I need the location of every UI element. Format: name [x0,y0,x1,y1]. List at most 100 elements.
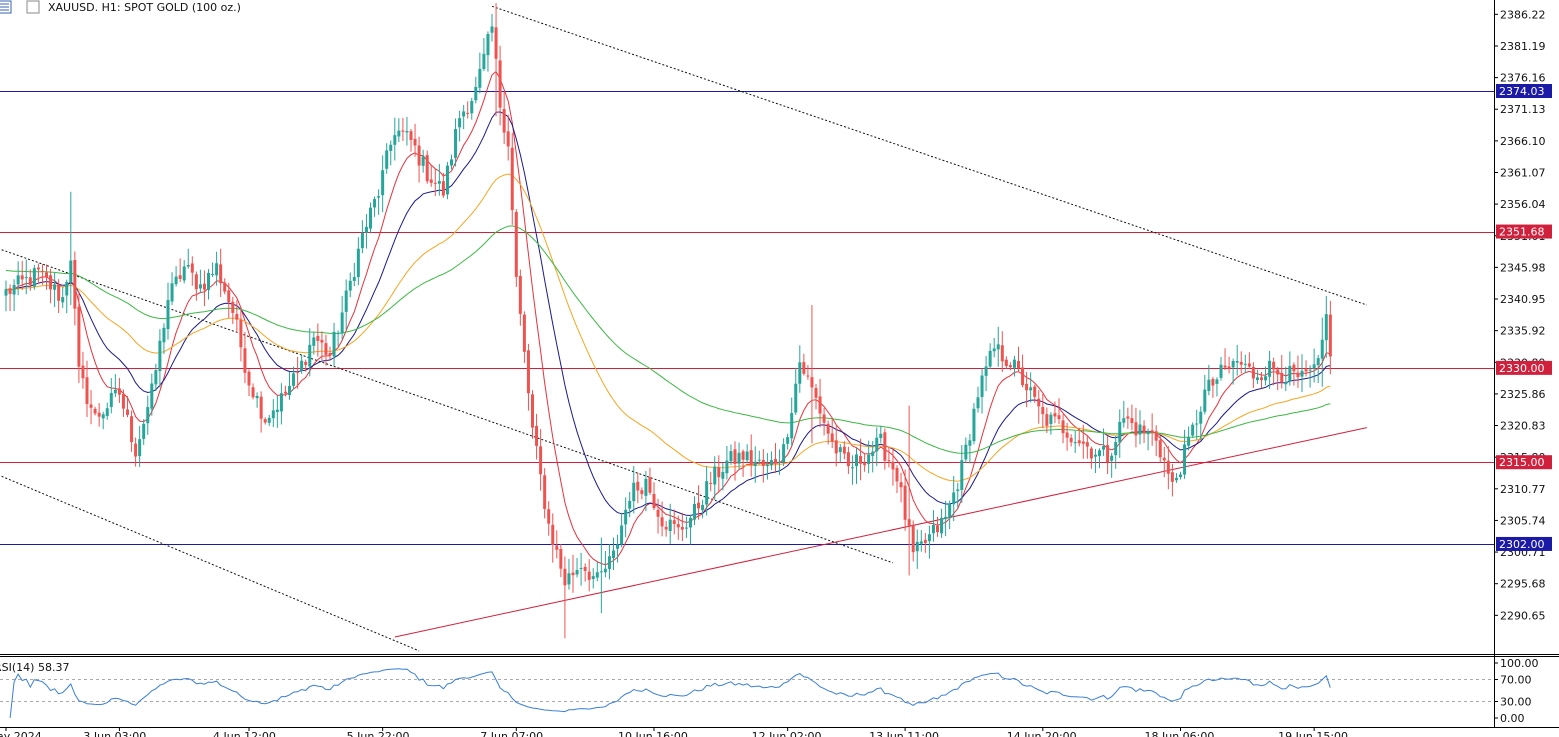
candle [421,149,425,173]
candle [676,515,680,540]
candle [243,331,247,384]
candle [1138,410,1142,445]
candle [595,562,599,582]
candle [656,498,660,534]
candle [992,338,996,358]
candle [85,360,89,418]
candle [952,475,956,522]
candle [697,485,701,520]
price-tick-label: 2371.13 [1500,103,1546,116]
candle [470,97,474,120]
candle [450,154,453,170]
svg-text:2351.68: 2351.68 [1499,226,1545,239]
candle [1243,354,1247,374]
candle [194,271,198,301]
candle [895,465,899,494]
candle [903,469,907,531]
candle [490,13,494,42]
price-tick-label: 2295.68 [1500,578,1546,591]
candle [174,266,178,287]
candle [1195,409,1199,440]
candle [693,496,696,525]
candle [1268,350,1272,389]
candle [312,332,316,355]
candle [547,501,551,536]
candle [36,263,40,285]
candle [32,264,36,290]
candle [891,448,895,486]
candle [587,559,591,592]
moving-average-9 [5,70,1331,566]
candle [1304,360,1308,377]
candle [863,454,867,472]
trend-line-3[interactable] [394,427,1367,638]
candle [818,378,822,428]
candle [24,259,28,295]
time-tick-label: 12 Jun 02:00 [752,730,822,737]
candle [1081,424,1085,459]
candle [45,264,48,290]
rsi-tick-label: 0.00 [1500,712,1525,725]
candle [162,323,166,354]
candle [328,346,332,360]
candle [749,434,753,477]
candle [1065,422,1069,451]
candle [769,451,773,471]
candle [717,455,721,492]
candle [980,368,984,414]
candle [1126,407,1130,429]
candle [1077,427,1081,447]
candle [121,389,125,418]
candle [409,128,413,152]
candle [709,471,713,492]
rsi-pane[interactable]: RSI(14) 58.37 [0,661,1494,719]
header-text: XAUUSD. H1: SPOT GOLD (100 oz.) [48,1,241,14]
candle [207,269,210,300]
candle [672,509,676,535]
candle [867,440,871,474]
candle [352,262,356,287]
trend-line-2[interactable] [0,475,420,652]
moving-average-21 [5,111,1331,517]
candle [774,443,777,473]
candle [923,533,927,553]
time-tick-label: 7 Jun 07:00 [480,730,543,737]
candle [510,133,514,225]
candle [741,449,745,477]
candle [101,411,105,430]
candle [1260,372,1263,389]
main-pane[interactable] [0,3,1494,652]
candle [1199,406,1203,441]
moving-average-100 [5,225,1331,454]
price-tick-label: 2320.83 [1500,420,1546,433]
candle [1130,404,1134,430]
candle [40,264,44,285]
candle [518,269,522,326]
candle [316,323,320,357]
candle [794,367,798,415]
time-tick-label: 4 Jun 12:00 [213,730,276,737]
candle [1183,429,1187,479]
candle [526,343,530,411]
candle [761,449,765,483]
candle [1174,472,1178,483]
candle [522,311,526,364]
candle [551,513,555,563]
candle [348,272,352,298]
candle [506,114,510,161]
candle [1053,401,1057,424]
candle [1085,435,1089,459]
candle [514,209,518,288]
chart-settings-icon[interactable] [26,0,40,14]
candle [494,3,498,117]
candle [883,428,887,470]
candle [486,31,490,72]
candle [97,403,101,427]
candle [113,374,117,397]
candle [336,330,340,347]
svg-text:2374.03: 2374.03 [1499,85,1545,98]
time-tick-label: 3 Jun 03:00 [83,730,146,737]
candle [150,373,154,416]
candle [433,168,437,197]
